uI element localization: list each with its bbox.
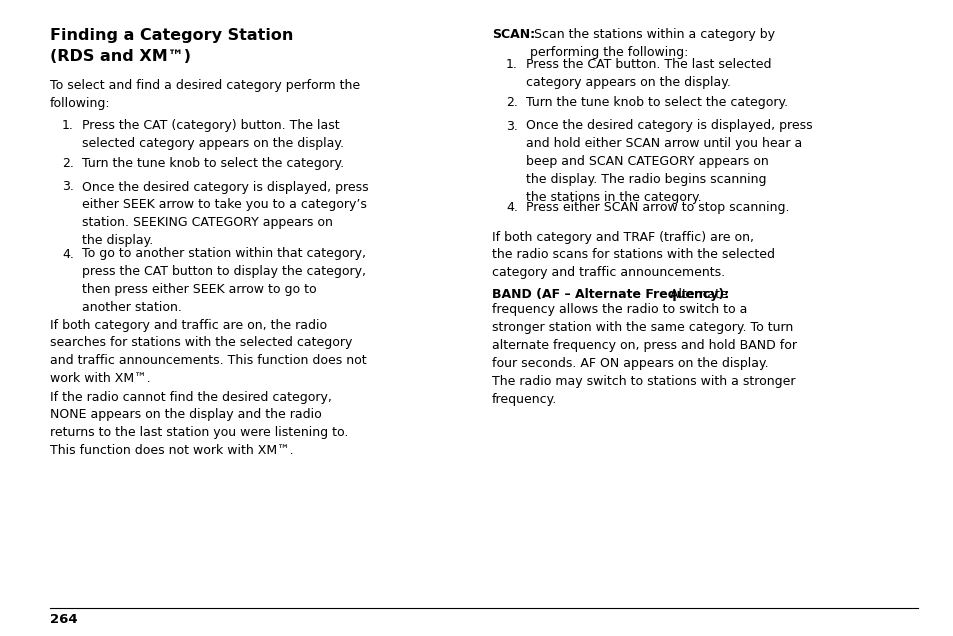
Text: 4.: 4. — [62, 247, 73, 261]
Text: Alternate: Alternate — [661, 288, 727, 301]
Text: Once the desired category is displayed, press
and hold either SCAN arrow until y: Once the desired category is displayed, … — [525, 120, 812, 204]
Text: Finding a Category Station: Finding a Category Station — [50, 28, 294, 43]
Text: If the radio cannot find the desired category,
NONE appears on the display and t: If the radio cannot find the desired cat… — [50, 391, 348, 457]
Text: 2.: 2. — [505, 96, 517, 109]
Text: Turn the tune knob to select the category.: Turn the tune knob to select the categor… — [82, 157, 344, 170]
Text: To select and find a desired category perform the
following:: To select and find a desired category pe… — [50, 79, 359, 110]
Text: Scan the stations within a category by
performing the following:: Scan the stations within a category by p… — [530, 28, 774, 59]
Text: (RDS and XM™): (RDS and XM™) — [50, 49, 191, 64]
Text: Press the CAT (category) button. The last
selected category appears on the displ: Press the CAT (category) button. The las… — [82, 119, 344, 150]
Text: SCAN:: SCAN: — [492, 28, 535, 41]
Text: 1.: 1. — [505, 58, 517, 71]
Text: If both category and traffic are on, the radio
searches for stations with the se: If both category and traffic are on, the… — [50, 319, 366, 385]
Text: BAND (AF – Alternate Frequency):: BAND (AF – Alternate Frequency): — [492, 288, 728, 301]
Text: 3.: 3. — [62, 181, 73, 193]
Text: If both category and TRAF (traffic) are on,
the radio scans for stations with th: If both category and TRAF (traffic) are … — [492, 230, 774, 279]
Text: Turn the tune knob to select the category.: Turn the tune knob to select the categor… — [525, 96, 787, 109]
Text: 264: 264 — [50, 613, 77, 626]
Text: Once the desired category is displayed, press
either SEEK arrow to take you to a: Once the desired category is displayed, … — [82, 181, 368, 247]
Text: 2.: 2. — [62, 157, 73, 170]
Text: To go to another station within that category,
press the CAT button to display t: To go to another station within that cat… — [82, 247, 366, 314]
Text: frequency allows the radio to switch to a
stronger station with the same categor: frequency allows the radio to switch to … — [492, 303, 796, 406]
Text: 4.: 4. — [505, 201, 517, 214]
Text: Press the CAT button. The last selected
category appears on the display.: Press the CAT button. The last selected … — [525, 58, 771, 89]
Text: 1.: 1. — [62, 119, 73, 132]
Text: Press either SCAN arrow to stop scanning.: Press either SCAN arrow to stop scanning… — [525, 201, 789, 214]
Text: 3.: 3. — [505, 120, 517, 132]
